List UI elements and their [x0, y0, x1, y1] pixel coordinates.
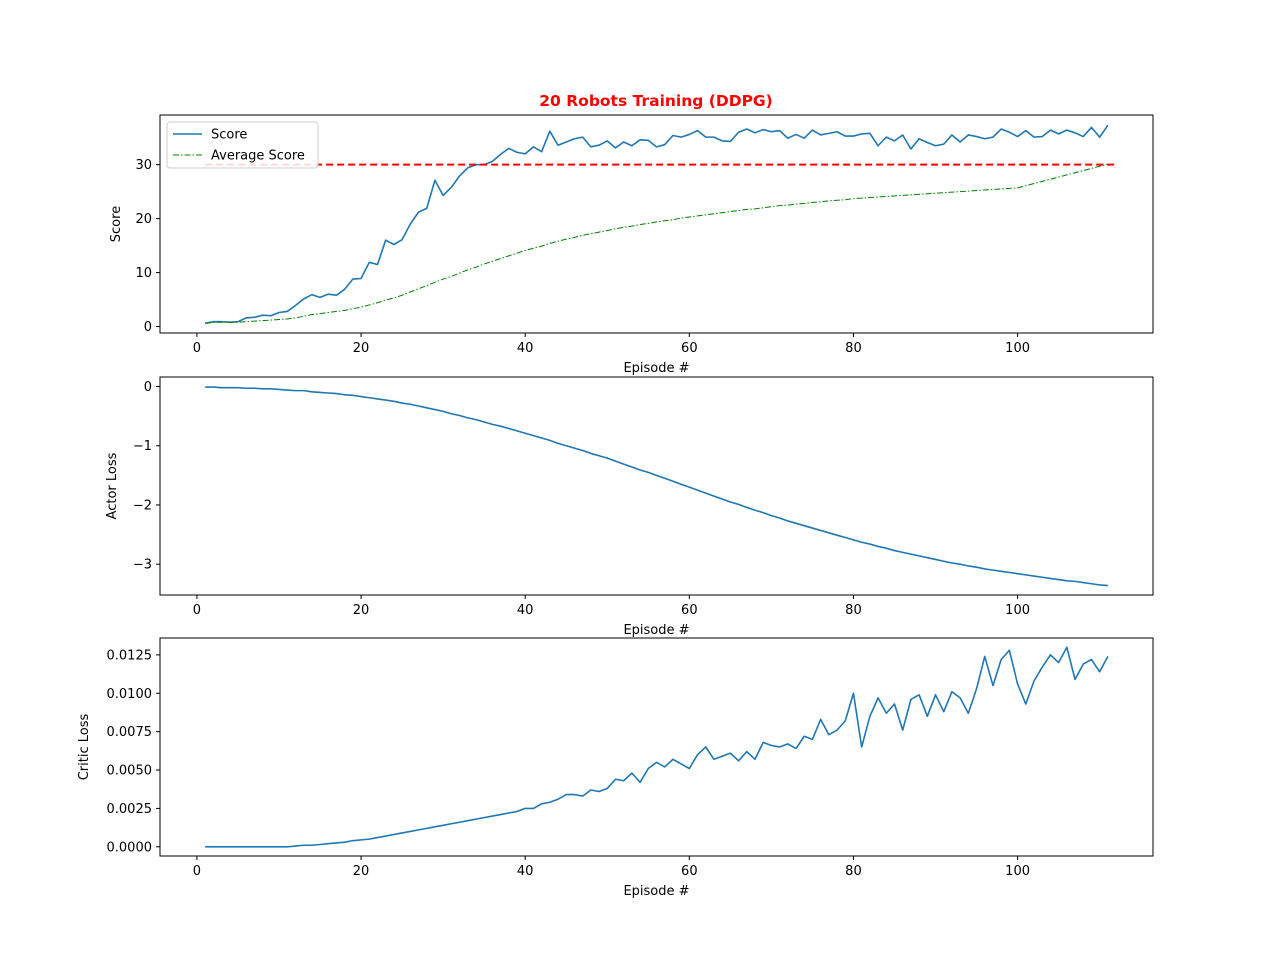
- y-tick-label: 0: [144, 320, 152, 335]
- x-tick-label: 20: [353, 603, 370, 618]
- subplot-2: 0 20 40 60 80 100 0 −1 −2 −3 Episode # Actor Loss: [105, 376, 1154, 638]
- x-tick-label: 0: [193, 603, 201, 618]
- x-axis-label: Episode #: [623, 361, 689, 376]
- x-tick-label: 60: [681, 864, 698, 879]
- y-tick-label: 0.0125: [107, 648, 153, 663]
- x-axis-label: Episode #: [623, 884, 689, 899]
- y-tick-label: 0.0075: [107, 725, 153, 740]
- subplots: 0 20 40 60 80 100 0 10 20 30 Episode # Score Score Av…: [77, 114, 1154, 899]
- y-axis-label: Score: [109, 206, 124, 242]
- score-line: [204, 124, 1109, 325]
- y-tick-label: 30: [135, 158, 152, 173]
- x-tick-label: 40: [517, 864, 534, 879]
- x-tick-label: 100: [1005, 864, 1030, 879]
- x-tick-label: 60: [681, 341, 698, 356]
- legend-score-label: Score: [211, 128, 247, 143]
- average-score-line: [205, 163, 1108, 324]
- x-tick-label: 40: [517, 341, 534, 356]
- x-tick-label: 80: [845, 864, 862, 879]
- y-tick-label: −3: [133, 558, 152, 573]
- x-tick-label: 20: [353, 341, 370, 356]
- y-axis-label: Critic Loss: [77, 714, 92, 781]
- y-tick-label: −2: [133, 498, 152, 513]
- x-tick-label: 80: [845, 341, 862, 356]
- y-axis-label: Actor Loss: [105, 452, 120, 519]
- y-tick-label: 20: [135, 212, 152, 227]
- y-tick-label: −1: [133, 439, 152, 454]
- y-tick-label: 0.0050: [107, 764, 153, 779]
- x-tick-label: 100: [1005, 603, 1030, 618]
- x-tick-label: 40: [517, 603, 534, 618]
- y-tick-label: 0.0025: [107, 802, 153, 817]
- x-tick-label: 20: [353, 864, 370, 879]
- y-tick-label: 0.0000: [107, 840, 153, 855]
- y-tick-label: 10: [135, 266, 152, 281]
- axes-frame: [159, 376, 1154, 596]
- subplot-1: 0 20 40 60 80 100 0 10 20 30 Episode # Score Score Av…: [109, 114, 1154, 376]
- legend-average-label: Average Score: [211, 149, 305, 164]
- chart-title: 20 Robots Training (DDPG): [539, 92, 772, 110]
- x-tick-label: 0: [193, 864, 201, 879]
- actor-loss-line: [205, 386, 1108, 587]
- x-axis-label: Episode #: [623, 623, 689, 638]
- x-tick-label: 60: [681, 603, 698, 618]
- y-tick-label: 0: [144, 380, 152, 395]
- axes-frame: [159, 637, 1154, 857]
- x-tick-label: 0: [193, 341, 201, 356]
- critic-loss-line: [205, 646, 1109, 848]
- axes-frame: [159, 114, 1154, 334]
- subplot-3: 0 20 40 60 80 100 0.0000 0.0025 0.0050 0.0075 0.01…: [77, 637, 1154, 899]
- x-tick-label: 100: [1005, 341, 1030, 356]
- legend-box: [166, 121, 319, 169]
- x-tick-label: 80: [845, 603, 862, 618]
- legend: Score Average Score: [166, 121, 319, 169]
- y-tick-label: 0.0100: [107, 687, 153, 702]
